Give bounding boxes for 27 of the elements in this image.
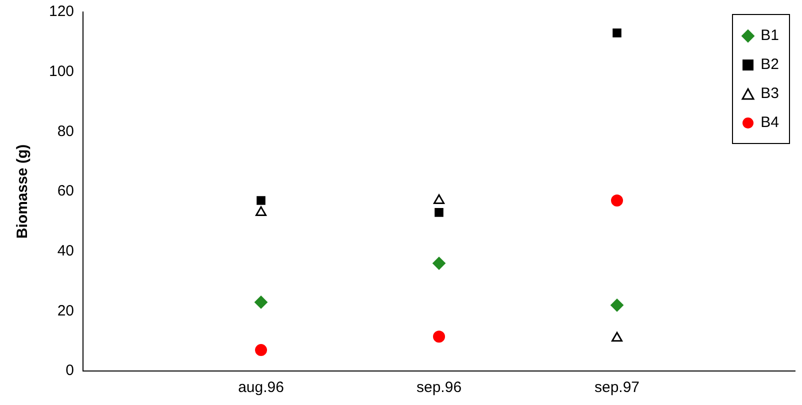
legend-label: B2 [760,56,779,73]
y-tick-label: 20 [57,302,74,320]
point [611,194,624,206]
legend-label: B1 [760,27,779,44]
point [610,298,624,312]
x-tick-label: aug.96 [238,379,284,396]
x-tick-label: sep.96 [416,379,462,396]
legend-label: B3 [760,85,779,102]
point [256,196,266,205]
point [433,330,446,343]
y-tick-label: 0 [66,362,74,380]
point [256,206,267,216]
y-tick-label: 60 [57,182,74,200]
point [434,194,445,204]
point [611,332,623,342]
y-tick-label: 120 [48,3,74,20]
y-tick-label: 100 [48,62,74,80]
y-tick-label: 40 [57,242,74,260]
legend-label: B4 [760,114,779,131]
point [254,296,268,309]
y-tick-label: 80 [57,122,74,140]
point [432,256,446,270]
point [255,344,268,356]
x-tick-label: sep.97 [594,379,640,396]
point [434,208,444,217]
y-axis-title: Biomasse (g) [14,144,32,239]
point [612,28,622,38]
